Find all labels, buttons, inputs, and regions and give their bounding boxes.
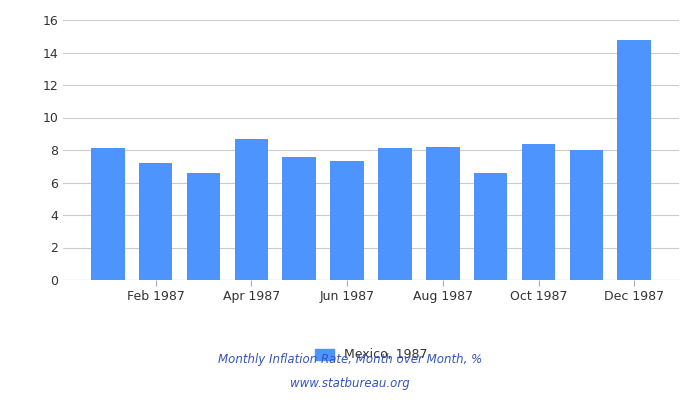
Text: www.statbureau.org: www.statbureau.org (290, 378, 410, 390)
Bar (474, 173, 508, 280)
Bar (570, 150, 603, 280)
Bar (617, 40, 651, 280)
Bar (139, 163, 172, 280)
Bar (91, 148, 125, 280)
Bar (330, 161, 364, 280)
Bar (283, 156, 316, 280)
Legend: Mexico, 1987: Mexico, 1987 (310, 344, 432, 366)
Bar (234, 139, 268, 280)
Bar (378, 148, 412, 280)
Bar (187, 173, 220, 280)
Bar (522, 144, 555, 280)
Text: Monthly Inflation Rate, Month over Month, %: Monthly Inflation Rate, Month over Month… (218, 354, 482, 366)
Bar (426, 147, 459, 280)
